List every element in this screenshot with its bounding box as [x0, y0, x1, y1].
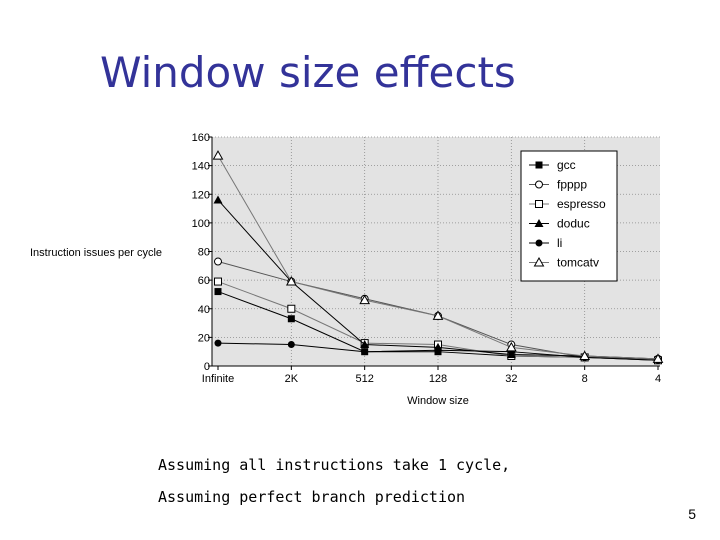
series-tomcatv	[212, 150, 664, 363]
series-group	[212, 150, 664, 365]
legend-label-li: li	[557, 236, 562, 250]
y-tick-label: 20	[198, 332, 210, 344]
x-tick-label: 32	[505, 373, 517, 385]
legend-box	[520, 150, 618, 282]
legend-marker-doduc	[534, 219, 544, 227]
page-number: 5	[688, 506, 696, 522]
legend-label-fpppp: fpppp	[557, 178, 587, 192]
legend-marker-gcc	[535, 161, 543, 169]
y-tick-label: 0	[204, 361, 210, 373]
x-tick-label: 2K	[285, 373, 299, 385]
x-axis-label: Window size	[407, 395, 469, 407]
y-tick-label: 60	[198, 275, 210, 287]
data-point-tomcatv	[432, 310, 444, 320]
y-tick-label: 100	[192, 218, 210, 230]
y-tick-label: 80	[198, 247, 210, 259]
data-point-gcc	[214, 288, 222, 296]
data-point-espresso	[214, 277, 222, 286]
axes: 0 20 40 60 80 100 120 140 160 Infinite 2K 512 128 32 8…	[192, 132, 661, 385]
data-point-espresso	[287, 304, 296, 313]
x-tick-label: 512	[355, 373, 373, 385]
data-point-tomcatv	[359, 294, 371, 305]
x-tick-label: 8	[582, 373, 588, 385]
data-point-tomcatv	[652, 353, 664, 363]
x-tick-label: Infinite	[202, 373, 234, 385]
x-tick-label: 128	[429, 373, 447, 385]
data-point-li	[287, 341, 295, 349]
data-point-tomcatv	[285, 276, 297, 286]
y-axis-label: Instruction issues per cycle	[30, 247, 162, 259]
data-point-tomcatv	[505, 341, 517, 352]
legend-label-doduc: doduc	[557, 217, 590, 231]
legend-marker-fpppp	[535, 180, 543, 189]
slide-title: Window size effects	[100, 48, 516, 97]
data-point-li	[434, 346, 442, 354]
data-point-doduc	[360, 340, 370, 349]
note-line-1: Assuming all instructions take 1 cycle,	[158, 456, 511, 474]
data-point-gcc	[287, 315, 295, 323]
y-tick-label: 140	[192, 161, 210, 173]
legend: gcc fpppp espresso doduc li tomcatv	[520, 150, 618, 282]
data-point-li	[361, 348, 369, 356]
data-point-tomcatv	[579, 350, 591, 360]
legend-marker-li	[535, 239, 543, 247]
legend-marker-espresso	[535, 200, 543, 208]
legend-label-gcc: gcc	[557, 158, 576, 172]
data-point-li	[214, 339, 222, 347]
data-point-fpppp	[214, 257, 222, 266]
y-tick-label: 40	[198, 304, 210, 316]
data-point-tomcatv	[212, 150, 224, 160]
note-line-2: Assuming perfect branch prediction	[158, 488, 466, 506]
legend-label-tomcatv: tomcatv	[557, 256, 599, 270]
y-tick-label: 120	[192, 189, 210, 201]
legend-label-espresso: espresso	[557, 197, 606, 211]
legend-marker-tomcatv	[533, 256, 545, 267]
data-point-doduc	[213, 195, 223, 204]
x-tick-label: 4	[655, 373, 661, 385]
y-tick-label: 160	[192, 132, 210, 144]
